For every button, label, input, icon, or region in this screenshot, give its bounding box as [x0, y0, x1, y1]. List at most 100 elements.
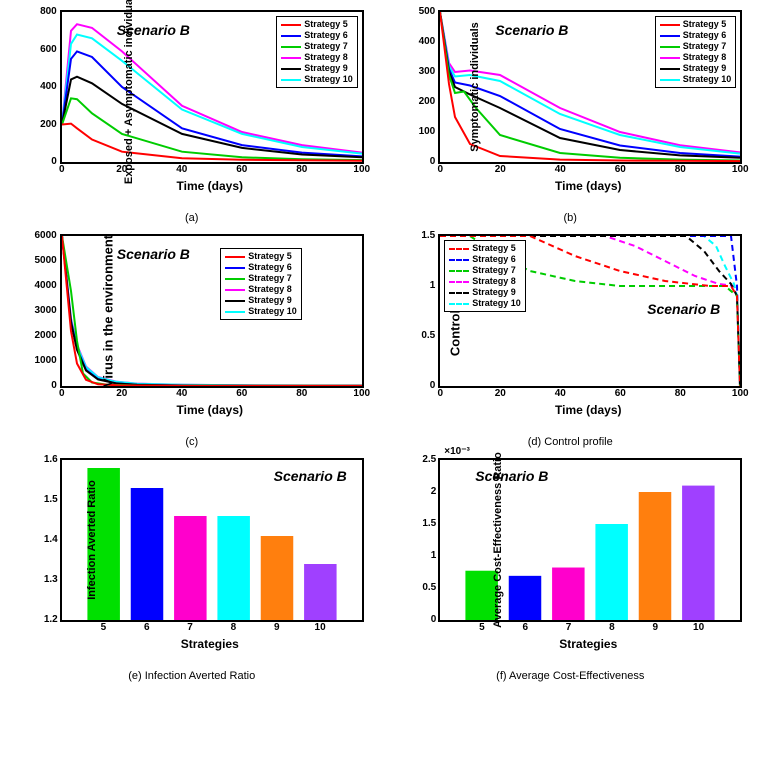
xtick: 9	[647, 622, 663, 633]
xtick: 60	[610, 388, 630, 399]
xlabel: Time (days)	[60, 403, 360, 417]
exponent: ×10⁻³	[444, 446, 470, 457]
ytick: 200	[27, 119, 57, 130]
ytick: 2	[410, 486, 436, 497]
legend: Strategy 5Strategy 6Strategy 7Strategy 8…	[655, 16, 737, 88]
legend: Strategy 5Strategy 6Strategy 7Strategy 8…	[220, 248, 302, 320]
legend-label: Strategy 10	[472, 298, 521, 309]
legend-label: Strategy 6	[304, 30, 348, 41]
xtick: 0	[430, 164, 450, 175]
caption: (d) Control profile	[528, 436, 613, 448]
bar-9	[261, 536, 294, 620]
panel-d: Control ProfileScenario BStrategy 5Strat…	[389, 234, 753, 448]
xtick: 5	[95, 622, 111, 633]
scenario-label: Scenario B	[274, 468, 347, 484]
bar-10	[682, 486, 715, 620]
xtick: 20	[490, 164, 510, 175]
xtick: 20	[490, 388, 510, 399]
xtick: 7	[561, 622, 577, 633]
legend-label: Strategy 5	[304, 19, 348, 30]
xlabel: Strategies	[438, 637, 738, 651]
xtick: 60	[232, 388, 252, 399]
legend-label: Strategy 10	[248, 306, 297, 317]
ytick: 1	[405, 280, 435, 291]
legend-label: Strategy 8	[472, 276, 516, 287]
legend-label: Strategy 6	[472, 254, 516, 265]
scenario-label: Scenario B	[475, 468, 548, 484]
ytick: 1.6	[32, 454, 58, 465]
panel-b: Symptomatic individualsScenario BStrateg…	[389, 10, 753, 224]
xtick: 40	[550, 388, 570, 399]
ytick: 1.4	[32, 534, 58, 545]
ytick: 1.3	[32, 574, 58, 585]
xlabel: Time (days)	[438, 179, 738, 193]
legend-label: Strategy 5	[248, 251, 292, 262]
xlabel: Time (days)	[60, 179, 360, 193]
ytick: 1.2	[32, 614, 58, 625]
ytick: 1.5	[405, 230, 435, 241]
panel-c: Virus in the environmentScenario B Strate…	[10, 234, 374, 448]
legend-label: Strategy 7	[472, 265, 516, 276]
ytick: 0.5	[410, 582, 436, 593]
ytick: 1.5	[32, 494, 58, 505]
xtick: 80	[670, 164, 690, 175]
ytick: 300	[405, 66, 435, 77]
ytick: 400	[27, 81, 57, 92]
xtick: 100	[352, 388, 372, 399]
bar-6	[509, 576, 542, 620]
xtick: 0	[52, 388, 72, 399]
legend-label: Strategy 9	[248, 295, 292, 306]
bar-7	[174, 516, 207, 620]
legend-label: Strategy 8	[683, 52, 727, 63]
xtick: 40	[550, 164, 570, 175]
xtick: 10	[691, 622, 707, 633]
ytick: 800	[27, 6, 57, 17]
legend-label: Strategy 7	[683, 41, 727, 52]
legend-label: Strategy 7	[304, 41, 348, 52]
legend-label: Strategy 10	[683, 74, 732, 85]
ytick: 6000	[27, 230, 57, 241]
ytick: 200	[405, 96, 435, 107]
legend-label: Strategy 6	[683, 30, 727, 41]
ylabel: Infection Averted Ratio	[86, 480, 98, 600]
xtick: 100	[730, 164, 750, 175]
ytick: 500	[405, 6, 435, 17]
xtick: 60	[610, 164, 630, 175]
xtick: 60	[232, 164, 252, 175]
ytick: 5000	[27, 255, 57, 266]
ytick: 0.5	[405, 330, 435, 341]
scenario-label: Scenario B	[647, 301, 720, 317]
legend: Strategy 5Strategy 6Strategy 7Strategy 8…	[276, 16, 358, 88]
legend-label: Strategy 5	[472, 243, 516, 254]
ylabel: Symptomatic individuals	[469, 22, 481, 152]
bar-8	[596, 524, 629, 620]
caption: (a)	[185, 212, 198, 224]
legend-label: Strategy 6	[248, 262, 292, 273]
xtick: 80	[670, 388, 690, 399]
bar-7	[552, 568, 585, 620]
legend-label: Strategy 9	[683, 63, 727, 74]
ytick: 600	[27, 44, 57, 55]
legend-label: Strategy 5	[683, 19, 727, 30]
xtick: 7	[182, 622, 198, 633]
scenario-label: Scenario B	[117, 246, 190, 262]
xtick: 9	[269, 622, 285, 633]
caption: (b)	[564, 212, 577, 224]
xtick: 40	[172, 164, 192, 175]
ytick: 400	[405, 36, 435, 47]
scenario-label: Scenario B	[117, 22, 190, 38]
xtick: 0	[52, 164, 72, 175]
legend-label: Strategy 8	[304, 52, 348, 63]
ytick: 2.5	[410, 454, 436, 465]
bar-10	[304, 564, 337, 620]
xtick: 6	[517, 622, 533, 633]
xtick: 20	[112, 164, 132, 175]
ylabel: Virus in the environment	[100, 235, 115, 387]
xtick: 80	[292, 388, 312, 399]
xtick: 0	[430, 388, 450, 399]
ytick: 0	[410, 614, 436, 625]
caption: (e) Infection Averted Ratio	[128, 670, 255, 682]
xtick: 10	[312, 622, 328, 633]
series-s7	[62, 98, 362, 160]
ytick: 3000	[27, 305, 57, 316]
